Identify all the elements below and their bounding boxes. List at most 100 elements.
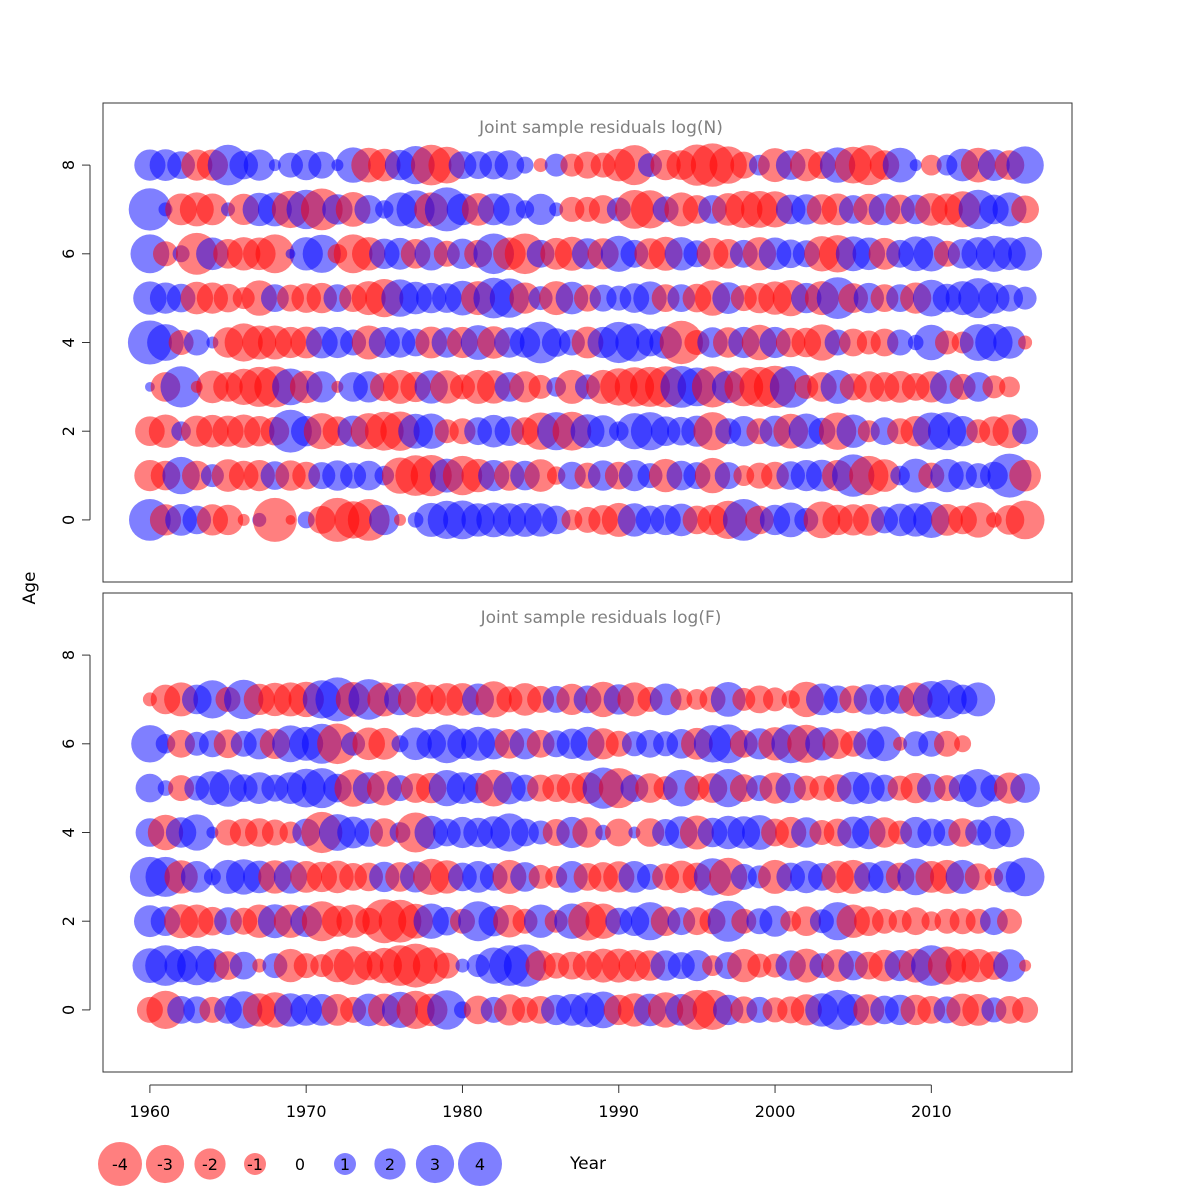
bubble-log-n-age8-1983 [494,150,525,180]
bubble-log-n-age6-1968 [255,234,295,274]
bubble-log-f-age5-1960 [135,773,165,803]
bubble-log-n-age1-2016 [1009,459,1041,492]
bubble-log-f-age4-2015 [994,817,1025,848]
panel-log-f: Joint sample residuals log(F) 0 2 4 6 8 [59,592,1073,1073]
bubble-log-n-age0-1986 [541,505,571,535]
y-tick-label-log-f-0: 0 [59,1005,78,1015]
bubble-log-n-age2-1989 [587,415,619,448]
bubble-log-n-age2-2005 [836,414,870,448]
panel-log-n-title: Joint sample residuals log(N) [478,118,723,138]
bubble-log-f-age3-2016 [1005,857,1045,897]
bubble-log-n-age0-1968 [252,497,297,542]
y-tick-label-log-n-8: 8 [59,160,78,170]
bubble-log-n-age4-2016 [1018,335,1033,350]
bubble-log-f-age6-2008 [893,736,908,751]
bubble-log-f-age4-1990 [604,818,633,847]
bubble-log-n-age8-1967 [243,149,275,181]
legend-label-4: 4 [475,1155,485,1174]
legend-label--1: -1 [247,1155,263,1174]
y-tick-label-log-n-0: 0 [59,515,78,525]
bubble-log-n-age0-1969 [285,515,296,525]
bubble-log-n-age3-1962 [160,366,202,408]
bubble-log-n-age7-1960 [128,188,172,231]
bubble-log-n-age0-1976 [394,513,406,526]
bubble-log-n-age1-1985 [524,459,557,492]
panel-log-f-frame [102,592,1073,1073]
bubble-log-f-age3-1963 [180,861,213,893]
bubble-log-n-age0-1965 [212,504,244,536]
panel-log-n: Joint sample residuals log(N) 0 2 4 6 8 [59,102,1073,583]
bubble-log-n-age1-1974 [353,460,384,491]
bubble-log-n-age2-1961 [148,414,183,448]
bubble-log-f-age3-1985 [528,864,553,889]
bubble-log-n-age8-1998 [730,151,758,179]
bubble-log-f-age1-2015 [993,949,1026,982]
bubble-log-n-age1-2007 [868,459,901,492]
bubble-log-f-age2-2009 [901,907,930,936]
legend-bubble-1 [334,1153,356,1175]
bubble-log-n-age8-2016 [1006,146,1044,184]
y-tick-label-log-f-8: 8 [59,650,78,660]
legend-bubble-2 [374,1148,406,1180]
y-tick-label-log-f-6: 6 [59,739,78,749]
bubble-log-f-age1-1979 [433,952,460,979]
bubble-log-f-age4-1988 [572,817,603,848]
panel-log-n-frame [102,102,1073,583]
x-axis: 1960 1970 1980 1990 2000 2010 [130,1084,952,1121]
bubble-log-f-age1-1967 [252,958,267,973]
x-tick-label-1970: 1970 [286,1102,327,1121]
legend-label--2: -2 [202,1155,218,1174]
bubble-log-f-age0-2016 [1012,996,1039,1023]
x-tick-label-1980: 1980 [442,1102,483,1121]
y-tick-label-log-n-6: 6 [59,249,78,259]
bubble-log-f-age7-2000 [763,687,787,712]
bubble-log-n-age3-1971 [306,371,338,403]
legend-label-2: 2 [385,1155,395,1174]
legend-label-0: 0 [295,1155,305,1174]
panel-log-f-y-axis: 0 2 4 6 8 [59,650,91,1015]
bubble-log-n-age0-1975 [369,504,400,536]
bubble-log-n-age8-1968 [268,159,281,172]
bubble-log-n-age6-1961 [153,241,178,267]
bubble-log-n-age7-1974 [354,195,384,224]
bubble-log-n-age5-2016 [1013,286,1037,310]
panel-log-f-title: Joint sample residuals log(F) [480,608,722,628]
x-tick-label-2000: 2000 [755,1102,796,1121]
bubble-log-f-age1-1966 [229,951,258,980]
bubble-log-f-age4-1963 [178,814,215,851]
bubble-log-f-age7-1993 [649,683,682,716]
bubble-log-f-age4-1975 [370,818,399,847]
legend-bubble--1 [244,1153,266,1175]
panel-log-n-y-axis: 0 2 4 6 8 [59,160,91,525]
bubble-log-n-age8-1971 [308,151,336,179]
legend-label-1: 1 [340,1155,350,1174]
bubble-log-n-age8-2008 [882,147,918,183]
bubble-log-n-age0-1966 [237,513,250,526]
bubble-log-n-age6-1971 [302,234,341,273]
legend-label-3: 3 [430,1155,440,1174]
bubble-log-f-age6-1975 [368,727,401,760]
bubble-log-n-age4-2015 [993,326,1026,359]
bubble-log-n-age7-1964 [196,193,229,226]
bubble-log-n-age3-2015 [999,376,1020,398]
bubble-log-f-age1-1980 [455,958,470,973]
bubble-log-f-age1-1995 [681,950,713,982]
bubble-log-f-age6-1960 [131,725,169,763]
x-tick-label-1960: 1960 [130,1102,171,1121]
bubble-log-n-age8-2009 [909,159,922,172]
bubble-log-f-age4-1968 [261,819,288,846]
bubble-log-f-age6-2007 [867,726,902,762]
bubble-log-n-age0-2016 [1005,500,1045,540]
bubble-log-n-age0-2013 [960,502,996,538]
legend-label--4: -4 [112,1155,128,1174]
bubble-log-n-age4-1963 [183,329,210,356]
bubble-log-f-age7-2013 [961,682,996,717]
y-tick-label-log-f-4: 4 [59,827,78,837]
bubble-log-n-age3-2014 [982,375,1006,399]
bubble-log-n-age1-1997 [714,462,742,490]
bubble-log-f-age1-2016 [1019,959,1032,972]
legend-bubble--3 [145,1144,185,1184]
bubble-log-n-age6-2016 [1008,236,1043,271]
y-axis-title: Age [20,572,40,605]
